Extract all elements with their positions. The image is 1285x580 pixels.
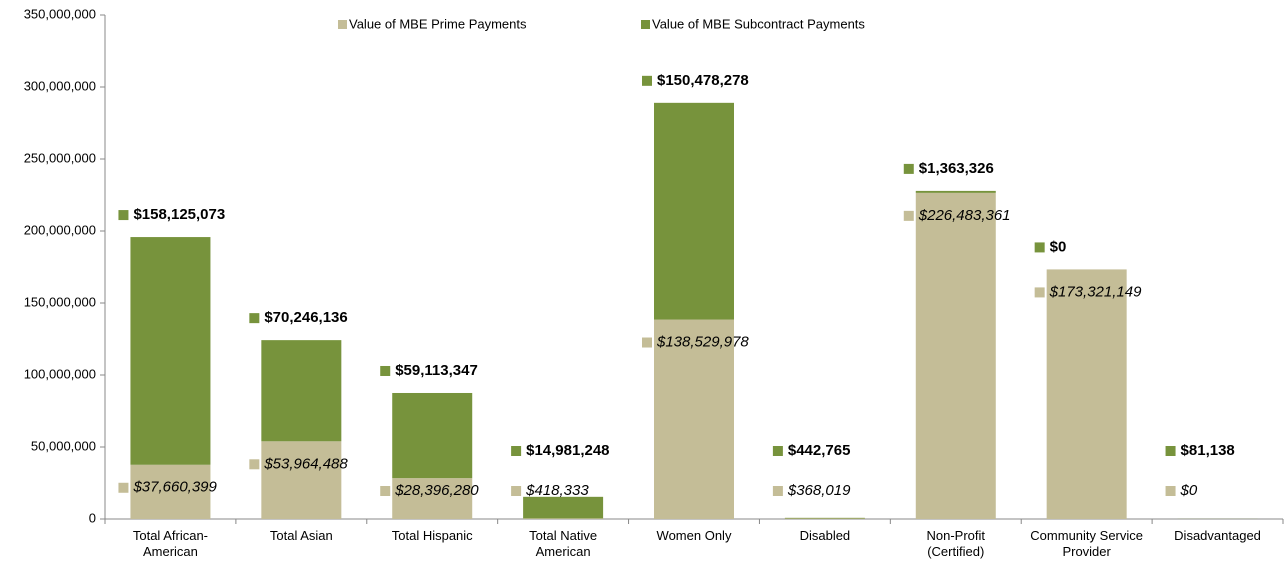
label-marker — [1034, 287, 1045, 298]
label-marker — [249, 313, 260, 324]
bar-segment — [1046, 269, 1127, 519]
value-label: $173,321,149 — [1049, 283, 1142, 300]
label-marker — [380, 365, 391, 376]
value-label: $81,138 — [1181, 442, 1235, 459]
label-marker — [1034, 242, 1045, 253]
y-tick-label: 200,000,000 — [24, 222, 96, 237]
y-tick-label: 350,000,000 — [24, 6, 96, 21]
value-label: $59,113,347 — [395, 362, 478, 379]
label-marker — [249, 459, 260, 470]
label-marker — [642, 75, 652, 86]
value-label: $418,333 — [525, 482, 589, 499]
value-label: $37,660,399 — [132, 479, 217, 496]
bar-segment — [654, 319, 734, 519]
y-tick-label: 50,000,000 — [31, 438, 96, 453]
value-label: $368,019 — [787, 482, 851, 499]
label-marker — [511, 486, 522, 496]
legend-label: Value of MBE Subcontract Payments — [652, 16, 865, 31]
x-tick-label: Community Service Provider — [1030, 528, 1143, 559]
value-label: $53,964,488 — [263, 455, 348, 472]
bar-segment — [523, 496, 604, 519]
label-marker — [118, 210, 129, 221]
value-label: $442,765 — [788, 442, 851, 459]
legend-swatch — [338, 20, 347, 29]
bar-segment — [392, 392, 473, 479]
value-label: $28,396,280 — [394, 482, 479, 499]
value-label: $0 — [1050, 238, 1067, 255]
label-marker — [118, 482, 129, 493]
x-tick-label: Total Hispanic — [391, 528, 473, 543]
y-tick-label: 0 — [89, 510, 96, 525]
x-tick-label: Total African-American — [132, 528, 209, 559]
x-tick-label: Women Only — [656, 528, 732, 543]
x-tick-label: Total Asian — [269, 528, 333, 543]
bar-segment — [654, 102, 734, 320]
bar-segment — [915, 190, 996, 193]
label-marker — [772, 486, 783, 496]
bar-segment — [261, 441, 342, 519]
label-marker — [511, 446, 522, 456]
value-label: $226,483,361 — [918, 207, 1011, 224]
x-tick-label: Disadvantaged — [1174, 528, 1261, 543]
label-marker — [642, 337, 652, 348]
x-tick-label: Total Native American — [529, 528, 598, 559]
y-tick-label: 250,000,000 — [24, 150, 96, 165]
value-label: $158,125,073 — [133, 206, 225, 223]
value-label: $0 — [1180, 482, 1198, 499]
x-tick-label: Disabled — [799, 528, 851, 543]
label-marker — [1165, 486, 1176, 496]
value-label: $138,529,978 — [656, 333, 749, 350]
legend-swatch — [641, 20, 650, 29]
bar-segment — [915, 192, 996, 519]
y-tick-label: 150,000,000 — [24, 294, 96, 309]
value-label: $14,981,248 — [526, 442, 609, 459]
label-marker — [1165, 446, 1176, 456]
bar-segment — [784, 518, 865, 519]
bar-segment — [392, 478, 473, 519]
value-label: $150,478,278 — [657, 72, 749, 89]
y-tick-label: 300,000,000 — [24, 78, 96, 93]
value-label: $70,246,136 — [264, 309, 347, 326]
label-marker — [903, 163, 914, 174]
bar-segment — [784, 517, 865, 519]
y-tick-label: 100,000,000 — [24, 366, 96, 381]
bar-segment — [261, 340, 342, 442]
x-tick-label: Non-Profit (Certified) — [926, 528, 986, 559]
label-marker — [903, 210, 914, 221]
label-marker — [772, 446, 783, 456]
label-marker — [380, 486, 391, 496]
legend-label: Value of MBE Prime Payments — [349, 16, 527, 31]
value-label: $1,363,326 — [919, 160, 994, 177]
bar-segment — [130, 237, 211, 465]
bar-segment — [130, 464, 211, 519]
bar-segment — [523, 518, 604, 519]
